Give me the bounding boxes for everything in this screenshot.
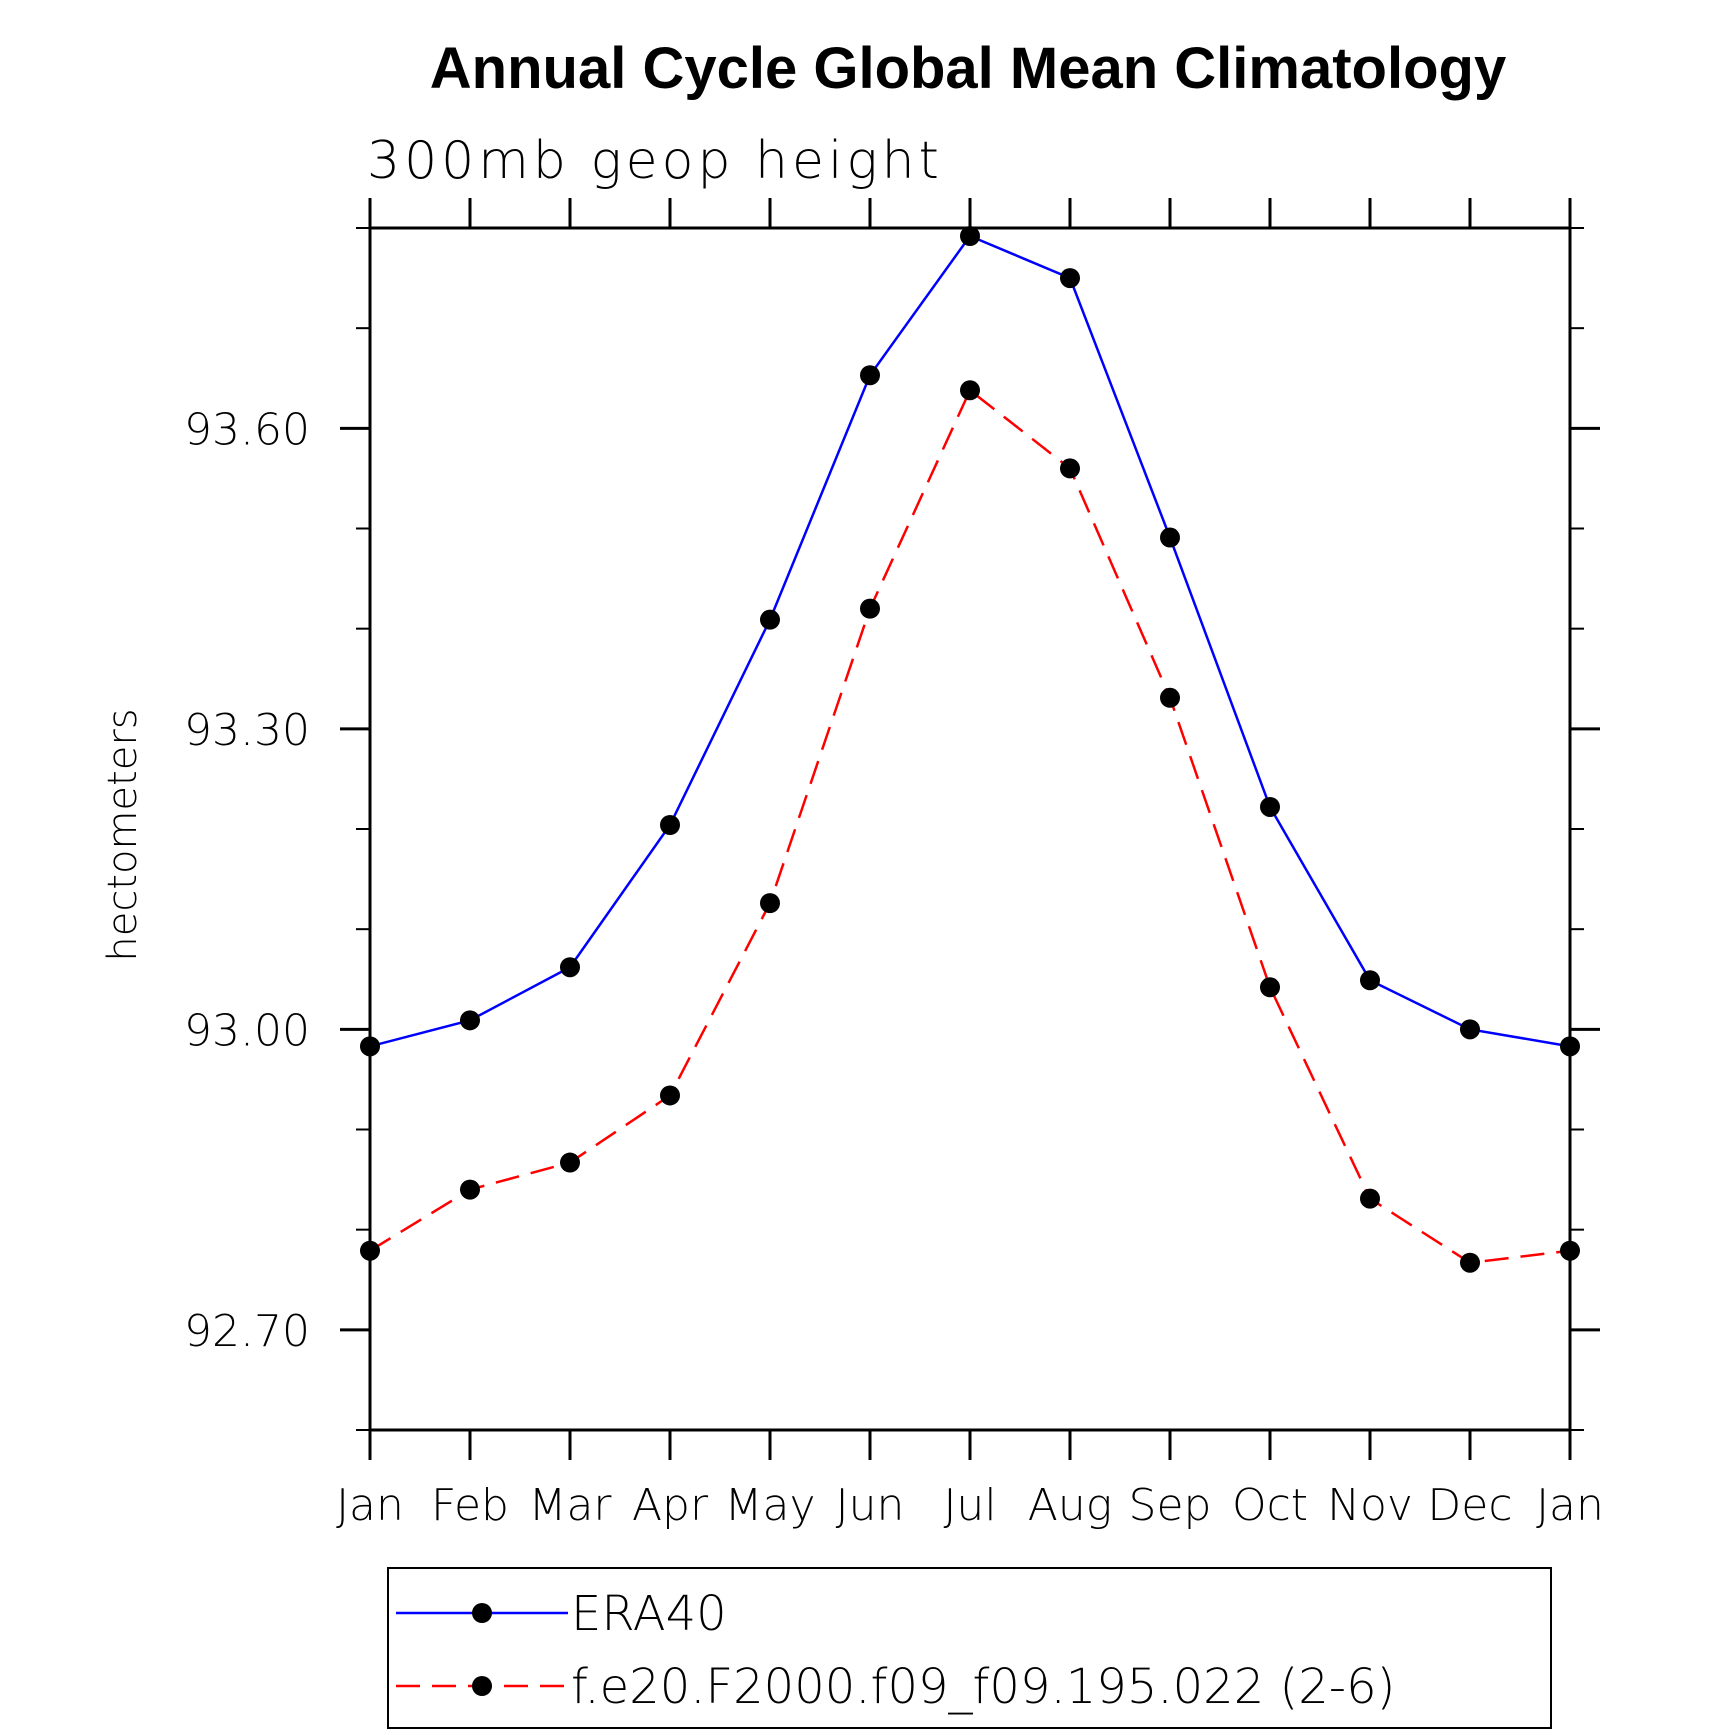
data-point [760, 609, 780, 630]
data-point [1460, 1252, 1480, 1273]
x-tick-label: Aug [1028, 1480, 1112, 1531]
legend: ERA40 f.e20.F2000.f09_f09.195.022 (2-6) [387, 1567, 1552, 1729]
data-point [460, 1010, 480, 1031]
data-point [960, 380, 980, 401]
data-point [1560, 1240, 1580, 1261]
legend-label: ERA40 [571, 1586, 727, 1642]
x-tick-label: Jul [943, 1480, 996, 1531]
data-point [860, 598, 880, 619]
data-point [1260, 977, 1280, 998]
data-point [1060, 458, 1080, 479]
x-tick-label: Sep [1129, 1480, 1212, 1531]
series-layer [360, 226, 1580, 1273]
data-point [1360, 970, 1380, 991]
data-point [360, 1240, 380, 1261]
data-point [460, 1179, 480, 1200]
data-point [560, 957, 580, 978]
x-tick-label: Jun [836, 1480, 905, 1531]
legend-marker [472, 1603, 492, 1623]
legend-entry-1: f.e20.F2000.f09_f09.195.022 (2-6) [396, 1659, 1395, 1715]
plot-area-frame [368, 226, 1572, 1432]
left-y-ticks [340, 227, 370, 1431]
data-point [1160, 687, 1180, 708]
x-tick-label: Oct [1232, 1480, 1308, 1531]
data-point [860, 365, 880, 386]
data-point [1360, 1188, 1380, 1209]
x-tick-label: Dec [1427, 1480, 1512, 1531]
data-point [960, 226, 980, 247]
y-tick-label: 93.60 [184, 404, 310, 455]
bottom-x-ticks [368, 1430, 1572, 1460]
y-tick-label: 92.70 [184, 1306, 310, 1357]
data-point [1460, 1019, 1480, 1040]
y-axis-label: hectometers [100, 708, 146, 961]
y-tick-label: 93.00 [184, 1005, 310, 1056]
top-x-ticks [368, 198, 1572, 228]
data-point [360, 1036, 380, 1057]
data-point [560, 1152, 580, 1173]
x-tick-label: Feb [431, 1480, 509, 1531]
data-point [660, 814, 680, 835]
x-tick-label: Mar [528, 1480, 612, 1531]
data-point [1060, 268, 1080, 289]
series-0 [360, 226, 1580, 1057]
legend-marker [472, 1676, 492, 1696]
x-tick-label: Nov [1327, 1480, 1413, 1531]
y-tick-label: 93.30 [184, 705, 310, 756]
data-point [1260, 796, 1280, 817]
series-line [369, 234, 1571, 1048]
x-tick-label: Apr [632, 1480, 709, 1531]
right-y-ticks [1570, 227, 1600, 1431]
data-point [1160, 527, 1180, 548]
series-line [369, 388, 1571, 1265]
x-tick-labels: Jan Feb Mar Apr May Jun Jul Aug Sep Oct Nov Dec Jan [336, 1480, 1604, 1531]
legend-entries: ERA40 f.e20.F2000.f09_f09.195.022 (2-6) [396, 1586, 1395, 1715]
data-point [1560, 1036, 1580, 1057]
chart-title: Annual Cycle Global Mean Climatology [430, 36, 1506, 101]
y-tick-labels: 92.70 93.00 93.30 93.60 [184, 404, 310, 1357]
legend-label: f.e20.F2000.f09_f09.195.022 (2-6) [571, 1659, 1395, 1715]
chart-subtitle: 300mb geop height [367, 131, 943, 191]
x-tick-label: May [725, 1480, 816, 1531]
legend-entry-0: ERA40 [396, 1586, 727, 1642]
legend-box [387, 1567, 1552, 1729]
data-point [760, 893, 780, 914]
x-tick-label: Jan [1536, 1480, 1604, 1531]
series-1 [360, 380, 1580, 1273]
data-point [660, 1085, 680, 1106]
x-tick-label: Jan [336, 1480, 404, 1531]
